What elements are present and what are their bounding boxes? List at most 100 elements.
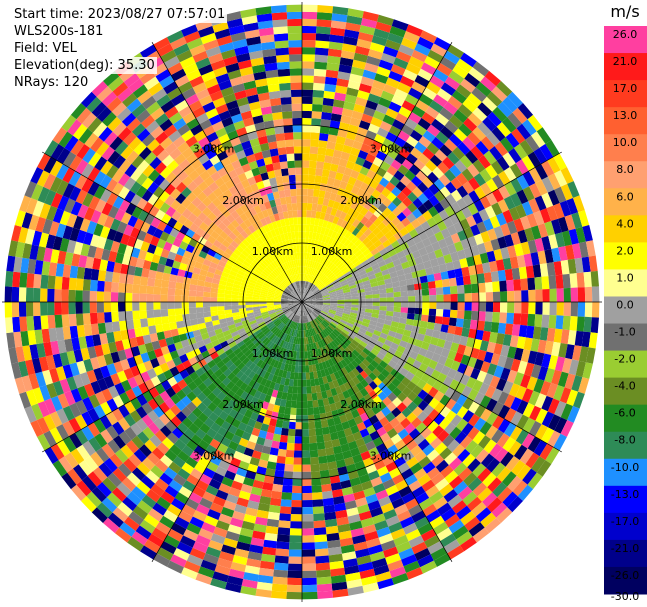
velocity-gate xyxy=(361,113,373,124)
velocity-gate xyxy=(141,494,157,509)
velocity-gate xyxy=(483,439,497,454)
velocity-gate xyxy=(40,302,48,316)
velocity-gate xyxy=(20,330,30,347)
velocity-gate xyxy=(263,268,271,276)
velocity-gate xyxy=(379,348,388,356)
velocity-gate xyxy=(383,546,399,558)
velocity-gate xyxy=(147,317,156,327)
velocity-gate xyxy=(146,309,155,319)
velocity-gate xyxy=(198,322,207,330)
velocity-gate xyxy=(463,117,478,132)
velocity-gate xyxy=(293,450,302,458)
velocity-gate xyxy=(168,479,183,492)
velocity-gate xyxy=(75,302,83,314)
velocity-gate xyxy=(339,254,348,262)
velocity-gate xyxy=(330,567,346,577)
velocity-gate xyxy=(67,119,82,136)
velocity-gate xyxy=(306,217,311,225)
velocity-gate xyxy=(245,507,258,517)
velocity-gate xyxy=(223,226,232,236)
velocity-gate xyxy=(444,120,459,134)
velocity-gate xyxy=(577,302,586,317)
velocity-gate xyxy=(282,307,290,312)
velocity-gate xyxy=(166,234,176,245)
velocity-gate xyxy=(547,430,561,448)
velocity-gate xyxy=(286,261,292,269)
velocity-gate xyxy=(287,327,292,335)
velocity-gate xyxy=(150,107,165,121)
velocity-gate xyxy=(382,396,392,407)
velocity-gate xyxy=(535,424,548,441)
velocity-gate xyxy=(465,150,479,164)
velocity-gate xyxy=(298,308,301,316)
velocity-gate xyxy=(297,386,302,394)
velocity-gate xyxy=(516,464,532,481)
velocity-gate xyxy=(293,307,298,314)
velocity-gate xyxy=(230,240,239,249)
velocity-gate xyxy=(198,345,208,354)
velocity-gate xyxy=(567,406,580,423)
velocity-gate xyxy=(367,500,381,511)
velocity-gate xyxy=(106,164,119,179)
velocity-gate xyxy=(347,124,359,134)
velocity-gate xyxy=(278,274,285,281)
velocity-gate xyxy=(340,317,349,323)
velocity-gate xyxy=(314,349,320,357)
velocity-gate xyxy=(293,282,297,290)
velocity-gate xyxy=(292,471,302,479)
velocity-gate xyxy=(420,62,437,76)
velocity-gate xyxy=(57,250,67,265)
velocity-gate xyxy=(568,359,579,376)
velocity-gate xyxy=(227,524,242,535)
velocity-gate xyxy=(560,329,570,345)
velocity-gate xyxy=(131,206,143,219)
velocity-gate xyxy=(52,460,68,477)
velocity-gate xyxy=(528,289,536,302)
velocity-gate xyxy=(52,127,68,144)
velocity-gate xyxy=(181,87,196,100)
velocity-gate xyxy=(308,304,316,308)
velocity-gate xyxy=(379,161,391,172)
velocity-gate xyxy=(82,397,94,412)
velocity-gate xyxy=(561,357,573,374)
velocity-gate xyxy=(181,406,192,418)
velocity-gate xyxy=(462,275,471,285)
velocity-gate xyxy=(276,346,282,354)
velocity-gate xyxy=(230,375,240,385)
velocity-gate xyxy=(240,263,249,271)
velocity-gate xyxy=(362,524,377,535)
velocity-gate xyxy=(322,397,330,406)
velocity-gate xyxy=(305,231,310,239)
velocity-gate xyxy=(181,147,194,159)
velocity-gate xyxy=(332,318,340,324)
velocity-gate xyxy=(418,347,428,357)
velocity-gate xyxy=(339,319,348,325)
velocity-gate xyxy=(261,270,269,277)
velocity-gate xyxy=(300,323,302,331)
velocity-gate xyxy=(501,117,517,133)
velocity-gate xyxy=(263,363,270,372)
velocity-gate xyxy=(264,248,272,257)
velocity-gate xyxy=(245,270,253,277)
velocity-gate xyxy=(256,466,267,476)
velocity-gate xyxy=(244,339,253,347)
velocity-gate xyxy=(387,211,397,222)
velocity-gate xyxy=(299,295,302,302)
velocity-gate xyxy=(230,561,247,573)
velocity-gate xyxy=(188,307,197,314)
velocity-gate xyxy=(377,203,388,213)
velocity-gate xyxy=(490,322,500,333)
velocity-gate xyxy=(78,336,88,350)
velocity-gate xyxy=(421,479,436,492)
velocity-gate xyxy=(253,174,263,183)
velocity-gate xyxy=(69,325,79,339)
velocity-gate xyxy=(433,94,448,108)
velocity-gate xyxy=(531,131,546,148)
velocity-gate xyxy=(339,351,347,360)
velocity-gate xyxy=(253,523,267,533)
velocity-gate xyxy=(368,49,383,60)
velocity-gate xyxy=(303,259,307,267)
velocity-gate xyxy=(267,511,280,521)
velocity-gate xyxy=(428,386,439,398)
velocity-gate xyxy=(387,330,397,338)
